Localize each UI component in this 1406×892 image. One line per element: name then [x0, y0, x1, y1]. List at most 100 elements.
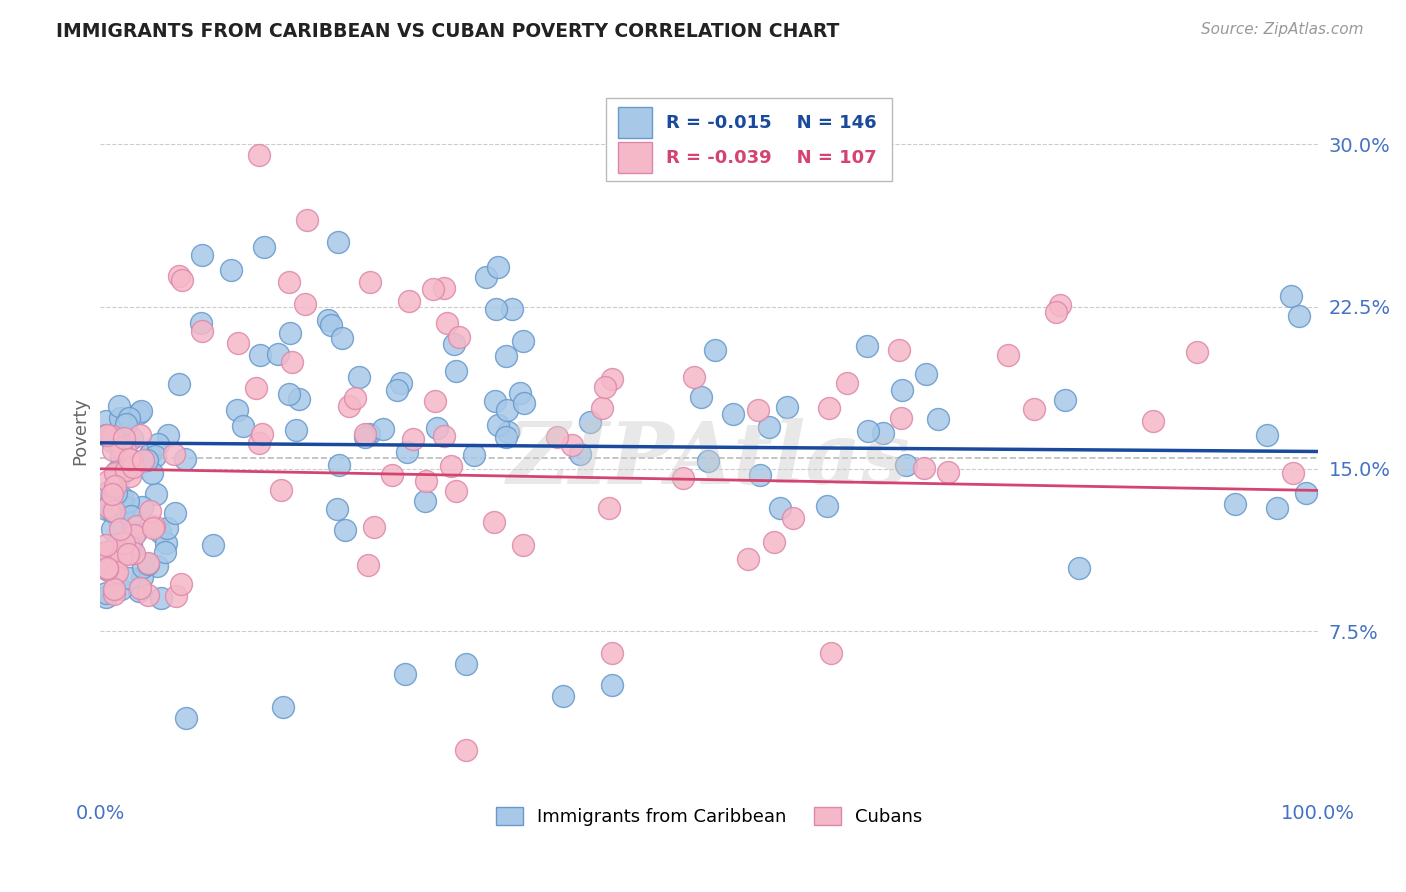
- Cubans: [105, 470, 128, 484]
- Immigrants from Caribbean: [495, 349, 517, 363]
- Immigrants from Caribbean: [105, 467, 128, 482]
- Immigrants from Caribbean: [927, 412, 949, 426]
- Cubans: [1045, 305, 1067, 319]
- Immigrants from Caribbean: [103, 495, 125, 509]
- Cubans: [454, 743, 477, 757]
- Cubans: [122, 546, 145, 560]
- Immigrants from Caribbean: [96, 414, 118, 428]
- Immigrants from Caribbean: [157, 428, 180, 442]
- Immigrants from Caribbean: [1223, 497, 1246, 511]
- Immigrants from Caribbean: [328, 235, 350, 250]
- Cubans: [112, 536, 135, 550]
- Cubans: [763, 534, 786, 549]
- Cubans: [997, 347, 1019, 361]
- Immigrants from Caribbean: [600, 678, 623, 692]
- Cubans: [191, 324, 214, 338]
- Cubans: [114, 442, 136, 457]
- Immigrants from Caribbean: [148, 524, 170, 539]
- Immigrants from Caribbean: [221, 263, 243, 277]
- Immigrants from Caribbean: [174, 711, 197, 725]
- Cubans: [415, 475, 437, 489]
- Immigrants from Caribbean: [1279, 289, 1302, 303]
- Immigrants from Caribbean: [96, 586, 118, 600]
- Immigrants from Caribbean: [704, 343, 727, 357]
- Immigrants from Caribbean: [443, 337, 465, 351]
- FancyBboxPatch shape: [606, 97, 891, 181]
- Cubans: [167, 268, 190, 283]
- Cubans: [252, 427, 274, 442]
- FancyBboxPatch shape: [617, 143, 652, 173]
- Cubans: [281, 355, 304, 369]
- Immigrants from Caribbean: [96, 497, 118, 511]
- Immigrants from Caribbean: [114, 500, 136, 514]
- Cubans: [277, 275, 299, 289]
- Immigrants from Caribbean: [191, 248, 214, 262]
- Immigrants from Caribbean: [347, 369, 370, 384]
- Cubans: [433, 429, 456, 443]
- Immigrants from Caribbean: [1288, 309, 1310, 323]
- Cubans: [1049, 298, 1071, 312]
- Immigrants from Caribbean: [872, 425, 894, 440]
- Cubans: [96, 538, 118, 552]
- Immigrants from Caribbean: [112, 541, 135, 556]
- Immigrants from Caribbean: [321, 318, 343, 332]
- Immigrants from Caribbean: [201, 538, 224, 552]
- Immigrants from Caribbean: [107, 399, 129, 413]
- Immigrants from Caribbean: [1265, 501, 1288, 516]
- Immigrants from Caribbean: [121, 431, 143, 445]
- Immigrants from Caribbean: [190, 316, 212, 330]
- Immigrants from Caribbean: [475, 269, 498, 284]
- Immigrants from Caribbean: [226, 402, 249, 417]
- Immigrants from Caribbean: [111, 417, 134, 432]
- Immigrants from Caribbean: [485, 301, 508, 316]
- Immigrants from Caribbean: [330, 331, 353, 345]
- Cubans: [682, 370, 704, 384]
- Cubans: [359, 276, 381, 290]
- Immigrants from Caribbean: [131, 500, 153, 514]
- Immigrants from Caribbean: [394, 667, 416, 681]
- Immigrants from Caribbean: [749, 467, 772, 482]
- Cubans: [125, 519, 148, 533]
- Cubans: [600, 646, 623, 660]
- Cubans: [672, 471, 695, 485]
- Cubans: [598, 501, 620, 516]
- Immigrants from Caribbean: [136, 557, 159, 571]
- Immigrants from Caribbean: [486, 418, 509, 433]
- Cubans: [103, 566, 125, 581]
- Immigrants from Caribbean: [108, 469, 131, 483]
- Cubans: [172, 272, 194, 286]
- Immigrants from Caribbean: [1067, 561, 1090, 575]
- Immigrants from Caribbean: [117, 411, 139, 425]
- Cubans: [110, 546, 132, 560]
- Immigrants from Caribbean: [167, 376, 190, 391]
- Cubans: [591, 401, 613, 416]
- Cubans: [110, 522, 132, 536]
- Immigrants from Caribbean: [129, 403, 152, 417]
- Cubans: [357, 558, 380, 572]
- Immigrants from Caribbean: [697, 453, 720, 467]
- Cubans: [270, 483, 292, 497]
- Immigrants from Caribbean: [110, 410, 132, 425]
- Cubans: [129, 581, 152, 595]
- Immigrants from Caribbean: [96, 428, 118, 442]
- Immigrants from Caribbean: [776, 401, 799, 415]
- Cubans: [512, 538, 534, 552]
- Immigrants from Caribbean: [105, 429, 128, 443]
- Text: R = -0.015    N = 146: R = -0.015 N = 146: [666, 113, 877, 131]
- Cubans: [484, 515, 506, 529]
- Immigrants from Caribbean: [326, 502, 349, 516]
- Cubans: [117, 547, 139, 561]
- Cubans: [363, 519, 385, 533]
- Immigrants from Caribbean: [1053, 393, 1076, 408]
- Immigrants from Caribbean: [135, 453, 157, 467]
- Immigrants from Caribbean: [101, 434, 124, 449]
- Cubans: [344, 391, 367, 405]
- Cubans: [104, 479, 127, 493]
- Immigrants from Caribbean: [101, 561, 124, 575]
- Cubans: [887, 343, 910, 357]
- Cubans: [1022, 401, 1045, 416]
- Immigrants from Caribbean: [454, 657, 477, 671]
- Immigrants from Caribbean: [277, 387, 299, 401]
- Cubans: [97, 500, 120, 515]
- Immigrants from Caribbean: [139, 447, 162, 461]
